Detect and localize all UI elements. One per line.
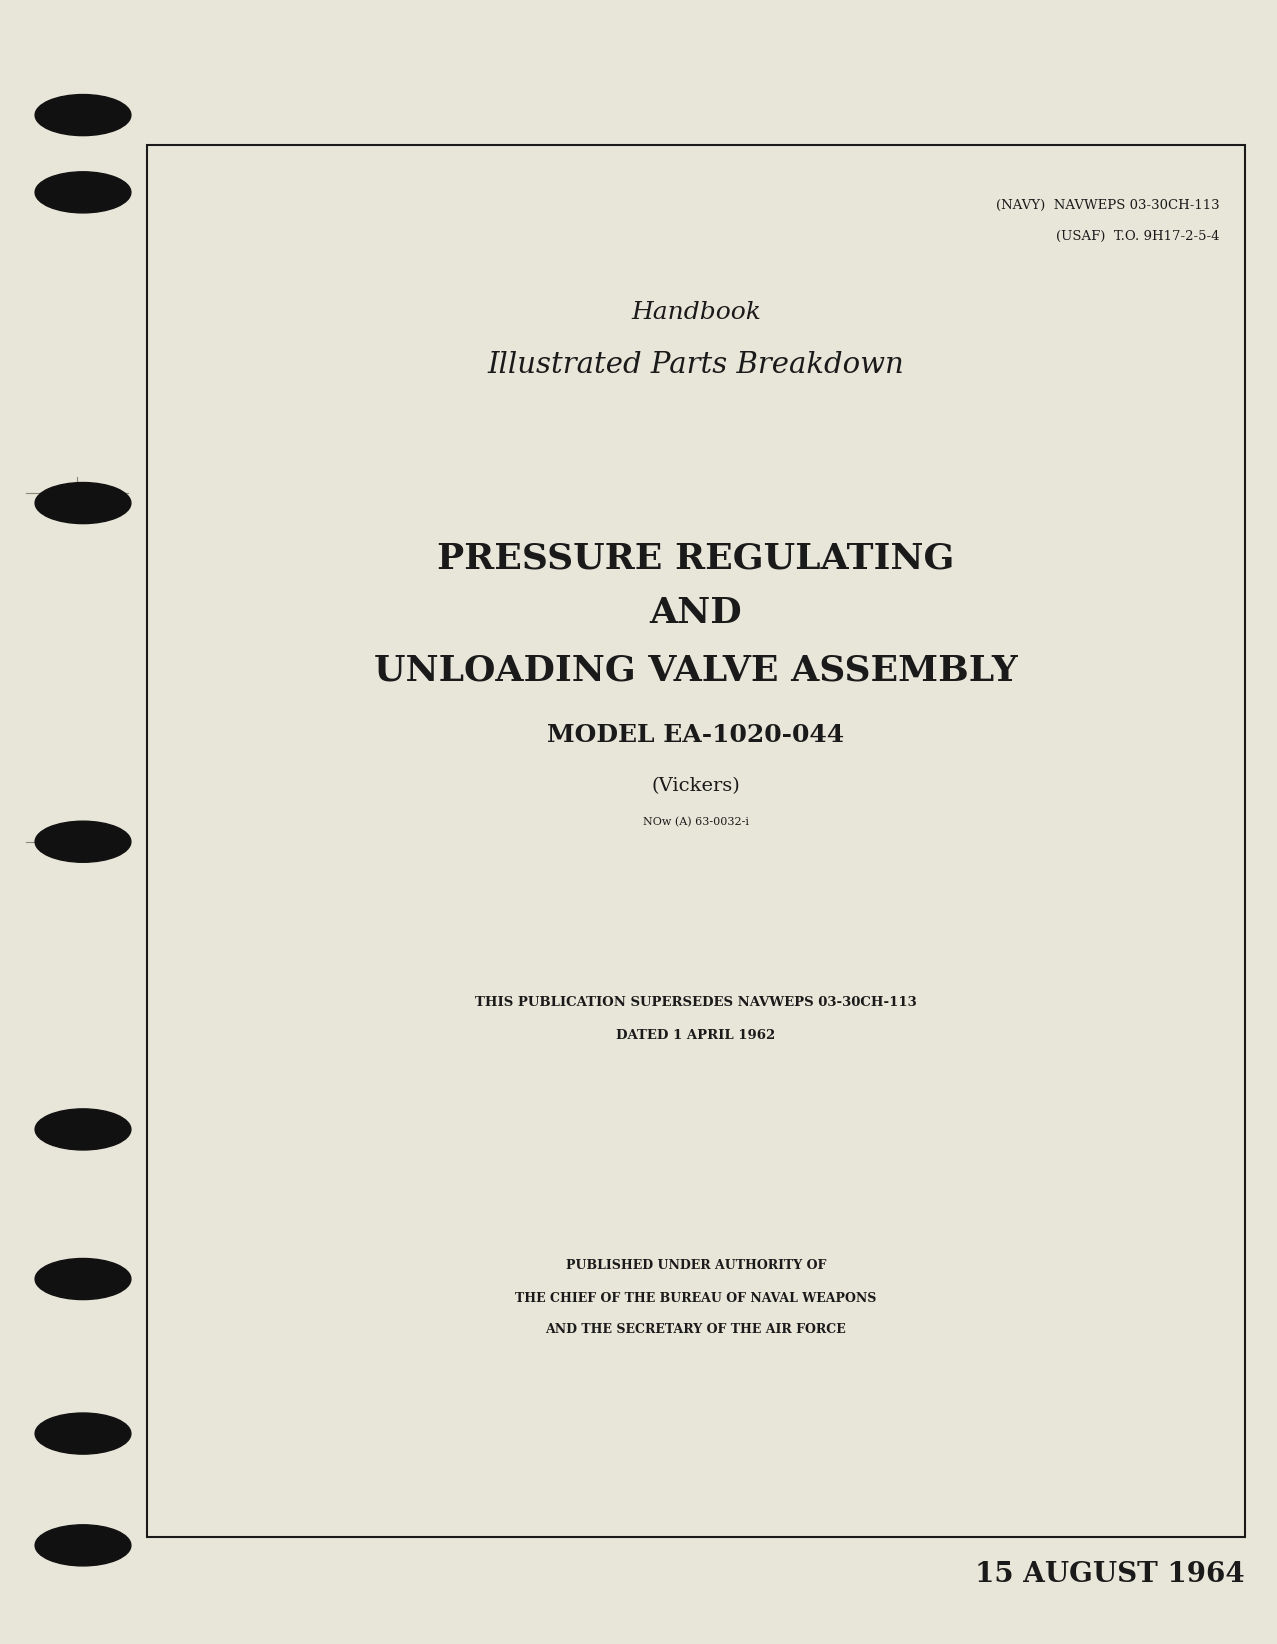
Ellipse shape — [36, 822, 132, 861]
Text: AND THE SECRETARY OF THE AIR FORCE: AND THE SECRETARY OF THE AIR FORCE — [545, 1323, 847, 1337]
Text: PUBLISHED UNDER AUTHORITY OF: PUBLISHED UNDER AUTHORITY OF — [566, 1259, 826, 1272]
Ellipse shape — [36, 173, 132, 212]
Text: AND: AND — [650, 597, 742, 630]
Text: (NAVY)  NAVWEPS 03-30CH-113: (NAVY) NAVWEPS 03-30CH-113 — [996, 199, 1220, 212]
Text: MODEL EA-1020-044: MODEL EA-1020-044 — [548, 723, 844, 746]
Text: NOw (A) 63-0032-i: NOw (A) 63-0032-i — [642, 817, 750, 827]
Ellipse shape — [36, 1412, 132, 1453]
Text: (Vickers): (Vickers) — [651, 778, 741, 794]
Text: 15 AUGUST 1964: 15 AUGUST 1964 — [976, 1562, 1245, 1588]
Ellipse shape — [36, 483, 132, 523]
Text: THIS PUBLICATION SUPERSEDES NAVWEPS 03-30CH-113: THIS PUBLICATION SUPERSEDES NAVWEPS 03-3… — [475, 996, 917, 1009]
Bar — [147, 145, 1245, 1537]
Text: PRESSURE REGULATING: PRESSURE REGULATING — [437, 543, 955, 575]
Text: Handbook: Handbook — [631, 301, 761, 324]
Text: UNLOADING VALVE ASSEMBLY: UNLOADING VALVE ASSEMBLY — [374, 654, 1018, 687]
Text: THE CHIEF OF THE BUREAU OF NAVAL WEAPONS: THE CHIEF OF THE BUREAU OF NAVAL WEAPONS — [516, 1292, 876, 1305]
Ellipse shape — [36, 1259, 132, 1299]
Ellipse shape — [36, 1108, 132, 1151]
Text: (USAF)  T.O. 9H17-2-5-4: (USAF) T.O. 9H17-2-5-4 — [1056, 230, 1220, 243]
Text: DATED 1 APRIL 1962: DATED 1 APRIL 1962 — [617, 1029, 775, 1042]
Text: Illustrated Parts Breakdown: Illustrated Parts Breakdown — [488, 350, 904, 380]
Ellipse shape — [36, 1526, 132, 1565]
Ellipse shape — [36, 94, 132, 135]
